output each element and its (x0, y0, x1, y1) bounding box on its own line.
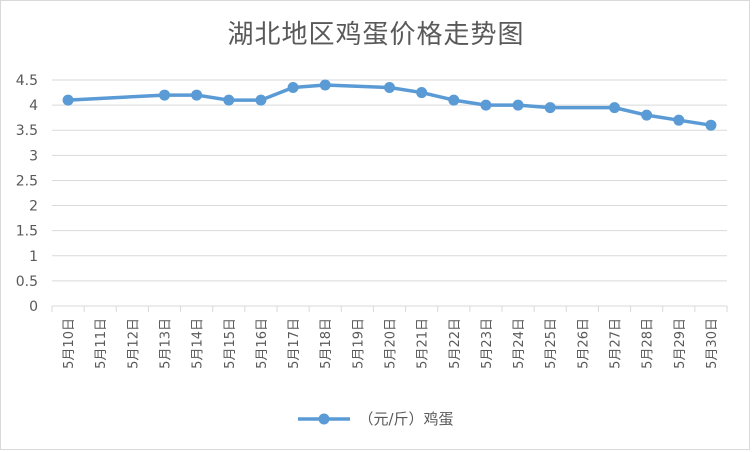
x-tick-label: 5月26日 (576, 318, 591, 369)
data-point (480, 99, 492, 111)
chart-title: 湖北地区鸡蛋价格走势图 (227, 20, 525, 50)
x-tick-label: 5月23日 (480, 318, 495, 369)
data-point (191, 89, 203, 101)
legend-label: （元/斤）鸡蛋 (358, 410, 454, 428)
y-tick-label: 3 (29, 148, 38, 164)
y-tick-label: 4 (29, 98, 38, 114)
plot-area: 0 0.5 1 1.5 2 2.5 3 3.5 4 4.5 5月10日 5月11日 5月12日 5月13… (16, 73, 728, 369)
x-tick-label: 5月22日 (448, 318, 463, 369)
legend: （元/斤）鸡蛋 (0, 408, 752, 429)
x-tick-label: 5月19日 (351, 318, 366, 369)
x-tick-label: 5月11日 (94, 318, 109, 369)
x-tick-label: 5月27日 (609, 318, 624, 369)
y-tick-label: 2.5 (16, 173, 38, 189)
data-point (62, 94, 74, 106)
y-tick-label: 1.5 (16, 224, 38, 240)
x-tick-label: 5月17日 (287, 318, 302, 369)
x-tick-label: 5月15日 (223, 318, 238, 369)
gridlines (52, 79, 727, 307)
x-tick-label: 5月10日 (62, 318, 77, 369)
x-tick-label: 5月30日 (705, 318, 720, 369)
y-tick-label: 3.5 (16, 123, 38, 139)
x-tick-label: 5月16日 (255, 318, 270, 369)
x-tick-label: 5月29日 (673, 318, 688, 369)
data-point (287, 82, 299, 94)
data-point (512, 99, 524, 111)
legend-marker-icon (298, 413, 351, 424)
data-point (384, 82, 395, 94)
data-point (223, 94, 235, 106)
data-point (544, 102, 556, 114)
x-axis: 5月10日 5月11日 5月12日 5月13日 5月14日 5月15日 5月16日 5月17日… (51, 306, 728, 369)
data-point (609, 102, 620, 114)
y-tick-label: 4.5 (16, 73, 38, 89)
data-point (448, 94, 460, 106)
y-tick-label: 0 (29, 299, 38, 315)
data-point (159, 89, 170, 101)
data-point (319, 79, 331, 91)
x-tick-label: 5月20日 (384, 318, 399, 369)
y-tick-label: 2 (29, 199, 38, 215)
x-tick-label: 5月21日 (416, 318, 431, 369)
y-axis: 0 0.5 1 1.5 2 2.5 3 3.5 4 4.5 (16, 73, 38, 315)
data-point (673, 114, 685, 126)
x-tick-label: 5月24日 (512, 318, 527, 369)
y-tick-label: 1 (29, 249, 38, 265)
data-point (641, 109, 653, 121)
x-tick-label: 5月28日 (641, 318, 656, 369)
data-point (255, 94, 267, 106)
x-tick-label: 5月12日 (126, 318, 141, 369)
x-tick-label: 5月18日 (319, 318, 334, 369)
x-tick-label: 5月25日 (544, 318, 559, 369)
y-tick-label: 0.5 (16, 274, 38, 290)
data-point (705, 119, 717, 131)
series-line-group (62, 79, 717, 131)
x-tick-label: 5月13日 (159, 318, 174, 369)
data-point (416, 87, 428, 99)
x-tick-label: 5月14日 (191, 318, 206, 369)
